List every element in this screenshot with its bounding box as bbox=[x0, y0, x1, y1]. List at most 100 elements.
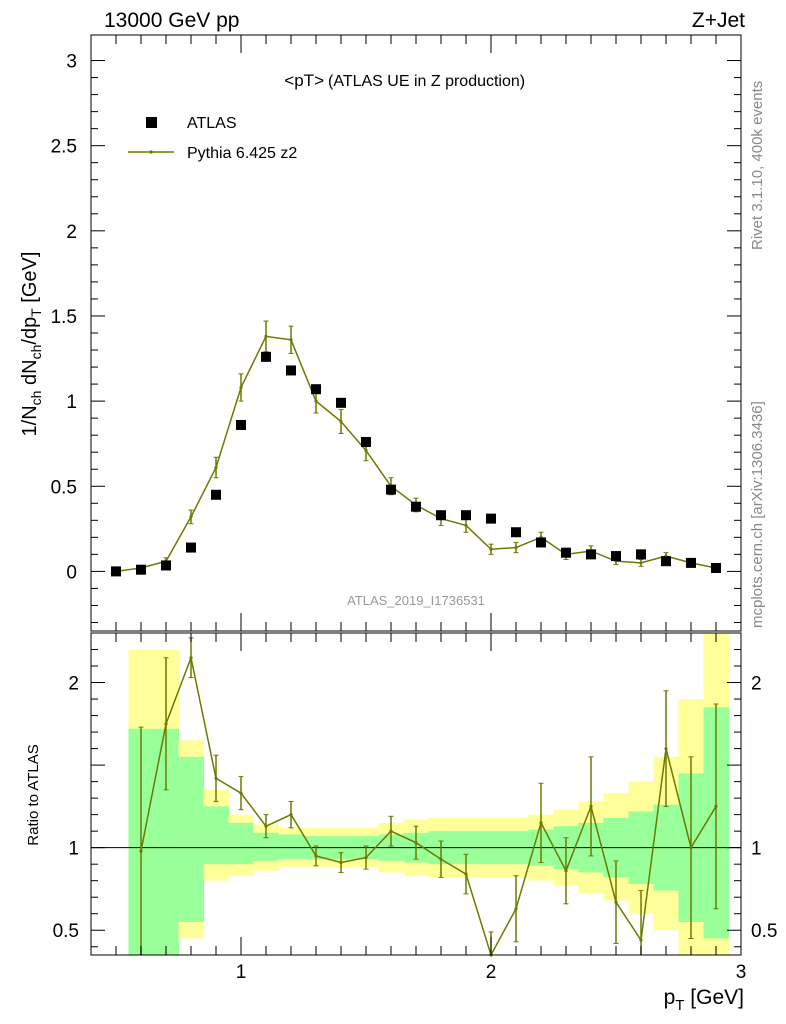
ratio-point bbox=[264, 824, 268, 828]
pythia-point bbox=[314, 399, 318, 403]
pythia-point bbox=[364, 448, 368, 453]
x-tick-label: 2 bbox=[486, 962, 497, 983]
ratio-point bbox=[689, 846, 693, 850]
band-inner bbox=[203, 806, 229, 865]
atlas-point bbox=[361, 436, 371, 447]
atlas-point bbox=[461, 510, 471, 521]
atlas-point bbox=[211, 489, 221, 500]
main-marks bbox=[111, 320, 721, 577]
ratio-y-ticks: 0.5 0.5 1 1 2 2 bbox=[53, 649, 777, 948]
ratio-point bbox=[314, 854, 318, 858]
pythia-point bbox=[489, 547, 493, 551]
atlas-point bbox=[336, 397, 346, 408]
mcplots-label: mcplots.cern.ch [arXiv:1306.3436] bbox=[749, 401, 766, 628]
y-axis-label-ratio: Ratio to ATLAS bbox=[25, 744, 42, 845]
ratio-point bbox=[139, 849, 143, 853]
pythia-point bbox=[514, 545, 518, 550]
ratio-point bbox=[439, 857, 443, 861]
ratio-y-tick-label: 2 bbox=[68, 674, 79, 695]
atlas-point bbox=[111, 566, 121, 577]
x-tick-label: 1 bbox=[236, 962, 247, 983]
y-axis-label-main: 1/Nch dNch/dpT [GeV] bbox=[19, 252, 44, 437]
ratio-y-tick-label: 1 bbox=[68, 839, 79, 860]
atlas-point bbox=[661, 556, 671, 567]
atlas-point bbox=[561, 547, 571, 558]
ratio-y-tick-label-right: 0.5 bbox=[751, 921, 777, 942]
chart-subtitle: (ATLAS UE in Z production) bbox=[328, 73, 525, 90]
y-tick-label: 1.5 bbox=[51, 307, 77, 328]
header-left: 13000 GeV pp bbox=[104, 9, 239, 32]
ratio-point bbox=[539, 821, 543, 825]
ratio-point bbox=[189, 656, 193, 660]
pythia-point bbox=[214, 465, 218, 470]
ratio-point bbox=[164, 722, 168, 726]
rivet-label: Rivet 3.1.10, 400k events bbox=[749, 81, 766, 250]
atlas-point bbox=[386, 484, 396, 495]
atlas-point bbox=[586, 549, 596, 560]
ratio-point bbox=[339, 860, 343, 865]
legend-pythia-label: Pythia 6.425 z2 bbox=[187, 145, 297, 162]
ratio-point bbox=[389, 829, 393, 833]
atlas-point bbox=[486, 513, 496, 524]
atlas-point bbox=[161, 560, 171, 571]
ratio-point bbox=[639, 938, 643, 942]
legend-pythia-marker bbox=[149, 150, 153, 154]
pythia-point bbox=[464, 523, 468, 528]
pythia-point bbox=[239, 385, 243, 390]
y-tick-label: 0 bbox=[66, 562, 77, 583]
pythia-point bbox=[339, 419, 343, 424]
ratio-point bbox=[239, 791, 243, 795]
ratio-point bbox=[289, 813, 293, 817]
x-axis-label: pT [GeV] bbox=[664, 986, 744, 1014]
pythia-point bbox=[639, 561, 643, 565]
ratio-series-line bbox=[140, 655, 717, 957]
pythia-point bbox=[289, 338, 293, 342]
legend-atlas-marker bbox=[146, 117, 157, 128]
atlas-point bbox=[186, 542, 196, 553]
x-tick-label: 3 bbox=[736, 962, 747, 983]
band-inner bbox=[278, 834, 304, 860]
pythia-point bbox=[189, 515, 193, 519]
y-tick-label: 2.5 bbox=[51, 137, 77, 158]
ratio-point bbox=[714, 804, 718, 808]
ratio-point bbox=[214, 776, 218, 780]
chart-title: <pT> bbox=[284, 71, 324, 90]
y-tick-label: 2 bbox=[66, 222, 77, 243]
atlas-point bbox=[261, 351, 271, 362]
main-y-ticks: 0 0.5 1 1.5 2 2.5 3 bbox=[51, 52, 741, 623]
pythia-point bbox=[264, 334, 268, 339]
atlas-point bbox=[136, 564, 146, 575]
ratio-y-tick-label-right: 2 bbox=[751, 674, 762, 695]
legend: ATLAS Pythia 6.425 z2 bbox=[128, 115, 297, 162]
atlas-point bbox=[286, 365, 296, 376]
ratio-x-ticks: 1 2 3 bbox=[90, 633, 747, 983]
ratio-marks bbox=[91, 633, 741, 957]
main-x-ticks bbox=[90, 35, 742, 631]
ratio-point bbox=[464, 872, 468, 876]
atlas-point bbox=[686, 557, 696, 568]
y-tick-label: 0.5 bbox=[51, 477, 77, 498]
atlas-point bbox=[611, 551, 621, 562]
atlas-point bbox=[711, 562, 721, 573]
ratio-point bbox=[664, 746, 668, 751]
header-right: Z+Jet bbox=[692, 9, 745, 32]
ratio-point bbox=[564, 869, 568, 873]
band-inner bbox=[228, 822, 254, 865]
atlas-point bbox=[511, 527, 521, 538]
main-panel: 0 0.5 1 1.5 2 2.5 3 <pT> (ATLAS UE in Z produc… bbox=[19, 34, 742, 632]
analysis-watermark: ATLAS_2019_I1736531 bbox=[347, 593, 485, 608]
ratio-point bbox=[514, 907, 518, 911]
atlas-point bbox=[536, 537, 546, 548]
atlas-point bbox=[636, 549, 646, 560]
ratio-y-tick-label: 0.5 bbox=[53, 921, 79, 942]
ratio-point bbox=[364, 855, 368, 860]
atlas-point bbox=[236, 419, 246, 430]
legend-atlas-label: ATLAS bbox=[187, 115, 237, 132]
ratio-y-tick-label-right: 1 bbox=[751, 839, 762, 860]
ratio-point bbox=[614, 900, 618, 904]
atlas-point bbox=[436, 510, 446, 521]
ratio-point bbox=[414, 841, 418, 845]
ratio-panel: 0.5 0.5 1 1 2 2 1 2 3 Ratio to ATLAS pT [GeV] bbox=[25, 632, 777, 1014]
band-inner bbox=[178, 756, 204, 922]
